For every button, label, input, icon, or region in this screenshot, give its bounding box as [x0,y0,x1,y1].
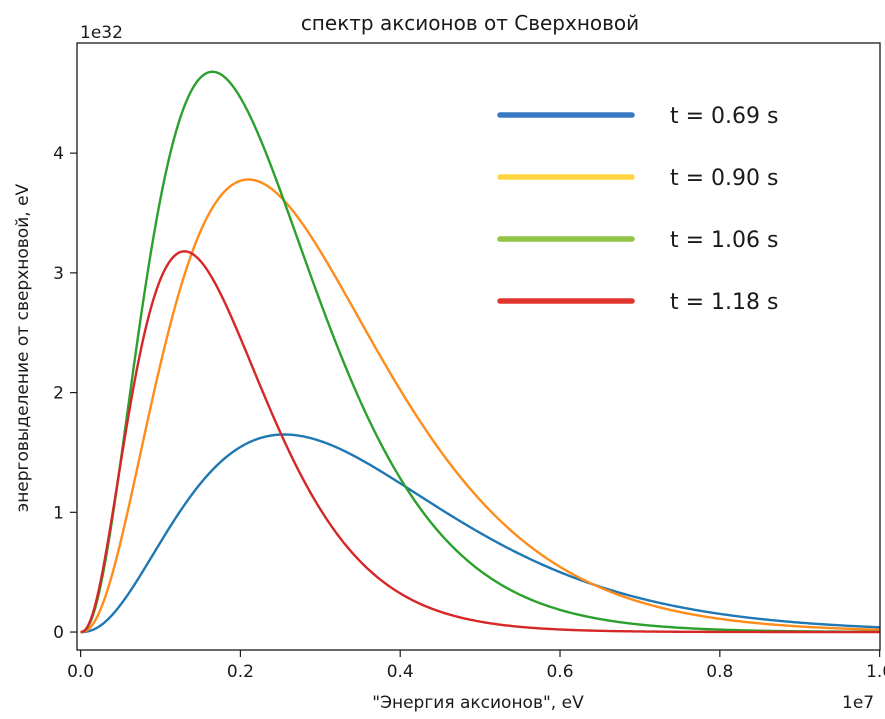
x-tick-label: 0.2 [227,662,254,682]
series-line-4 [80,250,880,634]
chart-title: спектр аксионов от Сверхновой [301,11,639,35]
x-tick-label: 0.4 [387,662,414,682]
plot-area: 0.0 0.2 0.4 0.6 0.8 1.0 0 1 2 3 4 [53,42,885,682]
y-tick-label: 4 [53,144,64,164]
y-offset-label: 1e32 [80,23,123,43]
legend-label-3: t = 1.06 s [670,228,779,253]
series-line-3 [80,70,880,634]
legend-label-2: t = 0.90 s [670,166,779,191]
y-tick-label: 0 [53,623,64,643]
y-tick-label: 1 [53,503,64,523]
legend-label-4: t = 1.18 s [670,290,779,315]
x-axis-label: "Энергия аксионов", eV [372,693,584,713]
x-offset-label: 1e7 [842,693,874,713]
x-tick-label: 0.0 [67,662,94,682]
series-line-1 [80,433,880,634]
series-line-2 [80,178,880,634]
legend-label-1: t = 0.69 s [670,104,779,129]
y-tick-label: 3 [53,264,64,284]
x-tick-label: 0.8 [706,662,733,682]
y-axis-label: энерговыделение от сверхновой, eV [13,183,33,512]
x-tick-label: 1.0 [866,662,885,682]
legend: t = 0.69 s t = 0.90 s t = 1.06 s t = 1.18 s [497,104,779,315]
x-tick-label: 0.6 [546,662,573,682]
axes-frame [76,42,881,651]
y-tick-label: 2 [53,384,64,404]
